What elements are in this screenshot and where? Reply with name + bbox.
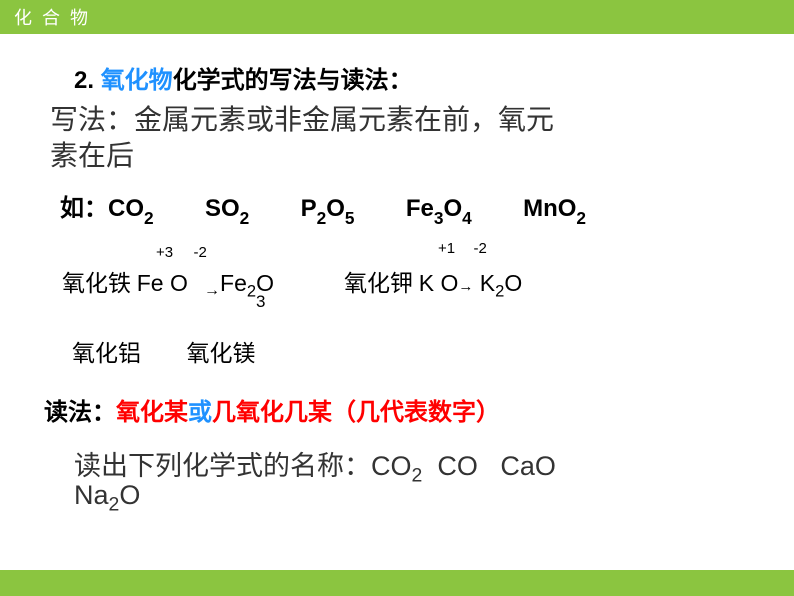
iron-charge-o: -2 <box>193 244 206 261</box>
iron-charges: +3 -2 <box>156 244 207 261</box>
ex4-sub: 3 <box>434 208 444 228</box>
reading-label: 读法： <box>44 399 116 426</box>
k-charge-o: -2 <box>473 240 486 257</box>
iron-res-s1: 2 <box>247 282 256 301</box>
question-row1: 读出下列化学式的名称：CO2 CO CaO <box>74 444 556 487</box>
reading-red1: 氧化某 <box>116 399 188 426</box>
k-charge-k: +1 <box>438 240 455 257</box>
iron-row: 氧化铁 Fe O →Fe2O <box>62 264 274 302</box>
ex3-base2: O <box>326 195 345 222</box>
examples-row: 如：CO2 SO2 P2O5 Fe3O4 MnO2 <box>60 188 586 227</box>
k-row: 氧化钾 K O→ K2O <box>344 264 522 302</box>
question-row2: Na2O <box>74 480 140 516</box>
ex4-base2: O <box>443 195 462 222</box>
ex3-base: P <box>301 195 317 222</box>
k-charges: +1 -2 <box>438 240 487 257</box>
heading: 2. 氧化物化学式的写法与读法： <box>74 60 413 95</box>
ex4-base: Fe <box>406 195 434 222</box>
q-f4b: O <box>119 480 140 510</box>
k-res-o: O <box>504 270 522 296</box>
heading-rest: 化学式的写法与读法： <box>173 67 413 94</box>
others-row: 氧化铝 氧化镁 <box>72 334 256 368</box>
iron-o: O <box>170 270 188 296</box>
topbar-title: 化合物 <box>14 4 98 30</box>
iron-fe: Fe <box>137 270 164 296</box>
ex1-sub: 2 <box>144 208 154 228</box>
q-f2: CO <box>437 451 478 481</box>
bottom-bar <box>0 570 794 596</box>
ex3-sub: 2 <box>317 208 327 228</box>
q-f3: CaO <box>500 451 556 481</box>
ex4-sub2: 4 <box>462 208 472 228</box>
k-o: O <box>440 270 458 296</box>
q-f1: CO <box>371 451 412 481</box>
ex-prefix: 如： <box>60 195 108 222</box>
k-res-s: 2 <box>495 282 504 301</box>
q-text: 读出下列化学式的名称： <box>74 451 371 481</box>
ex2-base: SO <box>205 195 240 222</box>
k-res-k: K <box>480 270 495 296</box>
iron-charge-fe: +3 <box>156 244 173 261</box>
q-f4: Na <box>74 480 109 510</box>
ex3-sub2: 5 <box>345 208 355 228</box>
mg-oxide: 氧化镁 <box>187 341 256 366</box>
writing-label: 写法： <box>50 105 134 136</box>
k-arrow: → <box>458 278 473 295</box>
k-k: K <box>419 270 434 296</box>
q-s4: 2 <box>109 493 120 515</box>
ex2-sub: 2 <box>240 208 250 228</box>
q-s1: 2 <box>412 464 423 486</box>
heading-blue: 氧化物 <box>101 67 173 94</box>
reading-row: 读法：氧化某或几氧化几某（几代表数字） <box>44 392 500 427</box>
iron-res-fe: Fe <box>220 270 247 296</box>
heading-num: 2. <box>74 67 101 94</box>
al-oxide: 氧化铝 <box>72 341 141 366</box>
top-bar: 化合物 <box>0 0 794 34</box>
writing-line2: 素在后 <box>50 134 134 174</box>
ex1-base: CO <box>108 195 144 222</box>
writing-text2: 素在后 <box>50 141 134 172</box>
iron-label: 氧化铁 <box>62 271 131 296</box>
ex5-base: MnO <box>523 195 576 222</box>
k-label: 氧化钾 <box>344 271 413 296</box>
reading-red2: 几氧化几某（几代表数字） <box>212 399 500 426</box>
reading-blue: 或 <box>188 399 212 426</box>
iron-arrow: → <box>204 282 220 299</box>
iron-res-s2: 3 <box>256 292 265 311</box>
writing-line1: 写法：金属元素或非金属元素在前，氧元 <box>50 98 554 138</box>
iron-sub3: 3 <box>256 292 265 312</box>
ex5-sub: 2 <box>576 208 586 228</box>
writing-text1: 金属元素或非金属元素在前，氧元 <box>134 105 554 136</box>
